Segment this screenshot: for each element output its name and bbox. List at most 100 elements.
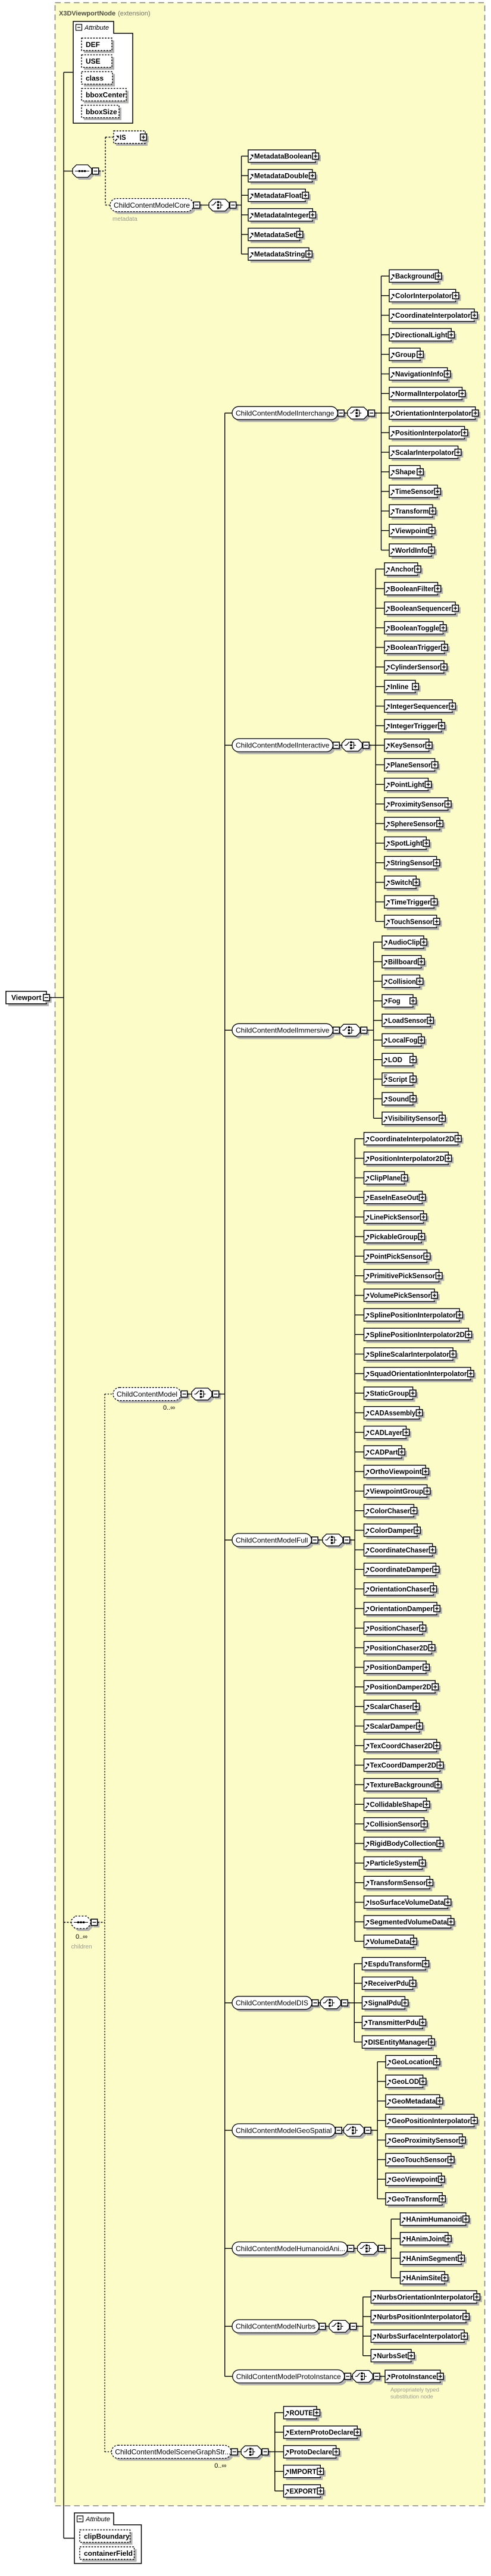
- svg-text:DEF: DEF: [86, 40, 100, 49]
- svg-text:EaseInEaseOut: EaseInEaseOut: [370, 1194, 419, 1202]
- svg-text:TexCoordDamper2D: TexCoordDamper2D: [370, 1761, 437, 1770]
- svg-text:PlaneSensor: PlaneSensor: [390, 761, 431, 769]
- svg-text:PointPickSensor: PointPickSensor: [370, 1252, 424, 1260]
- svg-text:PickableGroup: PickableGroup: [370, 1232, 418, 1241]
- svg-text:0..∞: 0..∞: [163, 1404, 175, 1411]
- svg-text:GeoLOD: GeoLOD: [392, 2077, 419, 2086]
- svg-text:ChildContentModelNurbs: ChildContentModelNurbs: [236, 2323, 315, 2331]
- svg-text:CADPart: CADPart: [370, 1448, 398, 1456]
- svg-text:CoordinateInterpolator2D: CoordinateInterpolator2D: [370, 1135, 455, 1143]
- svg-text:ClipPlane: ClipPlane: [370, 1174, 401, 1182]
- svg-text:X3DViewportNode: X3DViewportNode: [59, 10, 115, 17]
- svg-text:ProtoDeclare: ProtoDeclare: [290, 2448, 333, 2456]
- svg-text:ColorChaser: ColorChaser: [370, 1507, 411, 1515]
- svg-text:Viewport: Viewport: [11, 994, 41, 1002]
- svg-text:Inline: Inline: [390, 683, 409, 691]
- svg-text:bboxSize: bboxSize: [86, 108, 117, 116]
- svg-text:MetadataString: MetadataString: [254, 250, 305, 258]
- svg-text:Anchor: Anchor: [390, 565, 414, 574]
- svg-text:TouchSensor: TouchSensor: [390, 918, 433, 926]
- svg-text:OrientationChaser: OrientationChaser: [370, 1585, 430, 1594]
- svg-text:metadata: metadata: [112, 216, 137, 223]
- svg-text:MetadataSet: MetadataSet: [254, 230, 296, 239]
- svg-text:Fog: Fog: [388, 997, 401, 1005]
- svg-text:LOD: LOD: [388, 1056, 402, 1064]
- svg-text:GeoProximitySensor: GeoProximitySensor: [392, 2136, 459, 2145]
- svg-text:TransmitterPdu: TransmitterPdu: [368, 2018, 419, 2027]
- svg-text:ExternProtoDeclare: ExternProtoDeclare: [290, 2428, 354, 2437]
- svg-text:MetadataBoolean: MetadataBoolean: [254, 152, 312, 161]
- svg-text:VolumeData: VolumeData: [370, 1938, 410, 1946]
- svg-text:ProtoInstance: ProtoInstance: [391, 2372, 437, 2381]
- svg-text:ColorInterpolator: ColorInterpolator: [395, 292, 452, 300]
- svg-text:OrthoViewpoint: OrthoViewpoint: [370, 1467, 422, 1476]
- svg-text:Appropriately typed: Appropriately typed: [390, 2387, 439, 2393]
- svg-text:Transform: Transform: [395, 507, 429, 515]
- svg-text:ScalarDamper: ScalarDamper: [370, 1722, 416, 1730]
- svg-text:RigidBodyCollection: RigidBodyCollection: [370, 1839, 436, 1848]
- svg-text:ChildContentModel: ChildContentModel: [117, 1390, 177, 1398]
- svg-text:Shape: Shape: [395, 468, 415, 476]
- svg-text:PositionInterpolator2D: PositionInterpolator2D: [370, 1154, 445, 1163]
- svg-text:KeySensor: KeySensor: [390, 741, 426, 750]
- svg-text:SquadOrientationInterpolator: SquadOrientationInterpolator: [370, 1370, 467, 1378]
- svg-text:OrientationInterpolator: OrientationInterpolator: [395, 409, 472, 418]
- svg-text:BooleanFilter: BooleanFilter: [390, 585, 434, 593]
- svg-text:DISEntityManager: DISEntityManager: [368, 2038, 428, 2046]
- svg-text:IMPORT: IMPORT: [290, 2468, 317, 2476]
- svg-text:USE: USE: [86, 57, 101, 65]
- svg-text:ChildContentModelProtoInstance: ChildContentModelProtoInstance: [236, 2372, 341, 2381]
- svg-text:CoordinateDamper: CoordinateDamper: [370, 1566, 433, 1574]
- svg-text:StringSensor: StringSensor: [390, 859, 433, 867]
- svg-text:SpotLight: SpotLight: [390, 839, 423, 847]
- svg-text:CollidableShape: CollidableShape: [370, 1801, 423, 1809]
- svg-text:Group: Group: [395, 350, 415, 359]
- svg-text:ChildContentModelImmersive: ChildContentModelImmersive: [236, 1026, 330, 1035]
- svg-text:GeoMetadata: GeoMetadata: [392, 2097, 436, 2105]
- svg-text:LocalFog: LocalFog: [388, 1036, 418, 1044]
- svg-text:Script: Script: [388, 1075, 407, 1084]
- svg-text:PrimitivePickSensor: PrimitivePickSensor: [370, 1272, 436, 1280]
- svg-text:CADAssembly: CADAssembly: [370, 1409, 416, 1417]
- svg-text:SegmentedVolumeData: SegmentedVolumeData: [370, 1918, 448, 1926]
- svg-text:0..∞: 0..∞: [76, 1933, 87, 1940]
- svg-text:0..∞: 0..∞: [214, 2462, 226, 2469]
- svg-text:ChildContentModelInteractive: ChildContentModelInteractive: [236, 741, 330, 750]
- svg-text:WorldInfo: WorldInfo: [395, 546, 428, 555]
- svg-text:CoordinateChaser: CoordinateChaser: [370, 1546, 429, 1554]
- svg-text:ChildContentModelFull: ChildContentModelFull: [236, 1536, 308, 1544]
- svg-text:containerField: containerField: [84, 2549, 133, 2558]
- svg-text:SplinePositionInterpolator2D: SplinePositionInterpolator2D: [370, 1331, 465, 1339]
- svg-text:ProximitySensor: ProximitySensor: [390, 800, 445, 808]
- svg-text:class: class: [86, 74, 104, 82]
- svg-text:GeoPositionInterpolator: GeoPositionInterpolator: [392, 2117, 471, 2125]
- svg-text:TextureBackground: TextureBackground: [370, 1781, 434, 1789]
- svg-text:GeoLocation: GeoLocation: [392, 2058, 433, 2066]
- svg-text:clipBoundary: clipBoundary: [84, 2533, 130, 2541]
- svg-text:Viewpoint: Viewpoint: [395, 527, 428, 535]
- svg-text:SignalPdu: SignalPdu: [368, 1999, 401, 2007]
- svg-text:Collision: Collision: [388, 977, 416, 985]
- svg-text:BooleanToggle: BooleanToggle: [390, 624, 439, 632]
- svg-text:ScalarInterpolator: ScalarInterpolator: [395, 448, 454, 456]
- svg-text:EXPORT: EXPORT: [290, 2487, 317, 2495]
- svg-text:BooleanTrigger: BooleanTrigger: [390, 643, 441, 652]
- svg-text:IntegerTrigger: IntegerTrigger: [390, 722, 438, 730]
- svg-text:ChildContentModelInterchange: ChildContentModelInterchange: [236, 409, 334, 418]
- svg-text:LoadSensor: LoadSensor: [388, 1016, 427, 1025]
- svg-text:ChildContentModelCore: ChildContentModelCore: [114, 201, 190, 209]
- svg-text:HAnimJoint: HAnimJoint: [406, 2234, 445, 2243]
- svg-text:AudioClip: AudioClip: [388, 938, 420, 947]
- svg-text:MetadataInteger: MetadataInteger: [254, 211, 309, 219]
- svg-text:SplineScalarInterpolator: SplineScalarInterpolator: [370, 1350, 449, 1359]
- svg-text:Billboard: Billboard: [388, 958, 417, 966]
- svg-text:OrientationDamper: OrientationDamper: [370, 1605, 433, 1613]
- svg-text:(extension): (extension): [118, 10, 150, 17]
- svg-text:NurbsSet: NurbsSet: [377, 2352, 407, 2360]
- svg-text:Switch: Switch: [390, 878, 412, 887]
- svg-text:MetadataFloat: MetadataFloat: [254, 192, 302, 200]
- svg-text:Attribute: Attribute: [84, 24, 109, 32]
- svg-text:ChildContentModelHumanoidAni..: ChildContentModelHumanoidAni...: [236, 2245, 345, 2253]
- svg-text:StaticGroup: StaticGroup: [370, 1389, 409, 1398]
- svg-text:TransformSensor: TransformSensor: [370, 1879, 427, 1887]
